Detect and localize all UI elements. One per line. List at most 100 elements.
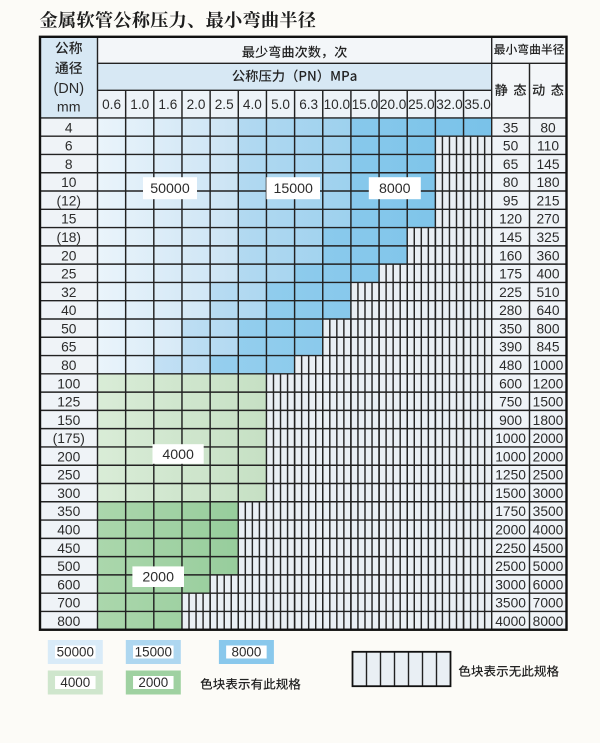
svg-text:180: 180: [536, 175, 559, 190]
svg-text:4000: 4000: [533, 523, 564, 538]
svg-text:215: 215: [536, 193, 559, 208]
svg-text:1.0: 1.0: [130, 97, 149, 112]
svg-text:8000: 8000: [533, 614, 564, 629]
svg-text:3500: 3500: [495, 596, 526, 611]
svg-text:4000: 4000: [60, 675, 90, 690]
svg-text:8000: 8000: [232, 645, 262, 660]
svg-text:8: 8: [65, 157, 73, 172]
svg-text:280: 280: [499, 303, 522, 318]
svg-text:175: 175: [499, 267, 522, 282]
svg-text:15: 15: [61, 212, 77, 227]
svg-text:640: 640: [536, 303, 559, 318]
svg-text:2000: 2000: [142, 570, 174, 586]
svg-text:845: 845: [536, 340, 559, 355]
svg-text:225: 225: [499, 285, 522, 300]
svg-text:20: 20: [61, 248, 77, 263]
svg-text:32: 32: [61, 285, 76, 300]
svg-text:200: 200: [57, 449, 80, 464]
svg-text:4.0: 4.0: [243, 97, 262, 112]
svg-text:80: 80: [61, 358, 77, 373]
svg-text:350: 350: [499, 321, 522, 336]
svg-text:4000: 4000: [162, 447, 194, 463]
svg-text:1.6: 1.6: [158, 97, 177, 112]
svg-text:2000: 2000: [495, 523, 526, 538]
svg-text:65: 65: [61, 340, 77, 355]
svg-text:1000: 1000: [495, 449, 526, 464]
svg-text:1000: 1000: [495, 431, 526, 446]
svg-text:0.6: 0.6: [102, 97, 121, 112]
svg-text:3000: 3000: [495, 577, 526, 592]
svg-text:(DN): (DN): [53, 81, 84, 97]
svg-text:2250: 2250: [495, 541, 526, 556]
svg-text:4: 4: [65, 120, 73, 135]
svg-text:1200: 1200: [533, 376, 564, 391]
svg-text:50: 50: [503, 139, 519, 154]
svg-text:1800: 1800: [533, 413, 564, 428]
svg-text:145: 145: [499, 230, 522, 245]
svg-text:1000: 1000: [533, 358, 564, 373]
svg-text:700: 700: [57, 596, 80, 611]
svg-text:2000: 2000: [533, 449, 564, 464]
svg-text:3500: 3500: [533, 504, 564, 519]
svg-text:1750: 1750: [495, 504, 526, 519]
svg-text:20.0: 20.0: [380, 97, 407, 112]
svg-text:350: 350: [57, 504, 80, 519]
svg-text:145: 145: [536, 157, 559, 172]
svg-text:32.0: 32.0: [436, 97, 463, 112]
svg-text:35.0: 35.0: [464, 97, 491, 112]
svg-text:150: 150: [57, 413, 80, 428]
svg-text:10: 10: [61, 175, 77, 190]
svg-text:2500: 2500: [495, 559, 526, 574]
svg-text:4500: 4500: [533, 541, 564, 556]
svg-text:50000: 50000: [150, 181, 190, 197]
svg-text:5.0: 5.0: [271, 97, 290, 112]
svg-text:450: 450: [57, 541, 80, 556]
svg-text:600: 600: [499, 376, 522, 391]
svg-text:5000: 5000: [533, 559, 564, 574]
svg-text:15000: 15000: [135, 645, 172, 660]
svg-text:35: 35: [503, 120, 519, 135]
svg-text:50: 50: [61, 321, 77, 336]
svg-text:750: 750: [499, 395, 522, 410]
svg-text:10.0: 10.0: [324, 97, 351, 112]
svg-text:600: 600: [57, 577, 80, 592]
svg-text:7000: 7000: [533, 596, 564, 611]
svg-text:mm: mm: [57, 100, 81, 116]
svg-text:4000: 4000: [495, 614, 526, 629]
svg-text:2000: 2000: [533, 431, 564, 446]
svg-text:3000: 3000: [533, 486, 564, 501]
svg-text:80: 80: [540, 120, 556, 135]
svg-text:8000: 8000: [379, 181, 411, 197]
svg-text:125: 125: [57, 395, 80, 410]
svg-text:400: 400: [536, 267, 559, 282]
svg-text:2.5: 2.5: [215, 97, 234, 112]
svg-text:390: 390: [499, 340, 522, 355]
svg-text:15.0: 15.0: [352, 97, 379, 112]
svg-text:65: 65: [503, 157, 519, 172]
svg-text:160: 160: [499, 248, 522, 263]
svg-text:1500: 1500: [533, 395, 564, 410]
svg-text:800: 800: [536, 321, 559, 336]
svg-text:2000: 2000: [138, 675, 168, 690]
svg-text:510: 510: [536, 285, 559, 300]
svg-text:120: 120: [499, 212, 522, 227]
svg-text:6.3: 6.3: [299, 97, 318, 112]
svg-text:2500: 2500: [533, 468, 564, 483]
svg-text:15000: 15000: [273, 181, 313, 197]
svg-text:325: 325: [536, 230, 559, 245]
svg-text:1250: 1250: [495, 468, 526, 483]
svg-text:25.0: 25.0: [408, 97, 435, 112]
svg-text:480: 480: [499, 358, 522, 373]
svg-text:300: 300: [57, 486, 80, 501]
svg-text:400: 400: [57, 523, 80, 538]
svg-text:95: 95: [503, 193, 519, 208]
svg-text:(12): (12): [56, 193, 81, 208]
svg-text:800: 800: [57, 614, 80, 629]
svg-text:50000: 50000: [57, 645, 94, 660]
svg-text:25: 25: [61, 267, 77, 282]
svg-text:500: 500: [57, 559, 80, 574]
svg-text:40: 40: [61, 303, 77, 318]
svg-text:(175): (175): [53, 431, 85, 446]
svg-text:270: 270: [536, 212, 559, 227]
svg-text:100: 100: [57, 376, 80, 391]
